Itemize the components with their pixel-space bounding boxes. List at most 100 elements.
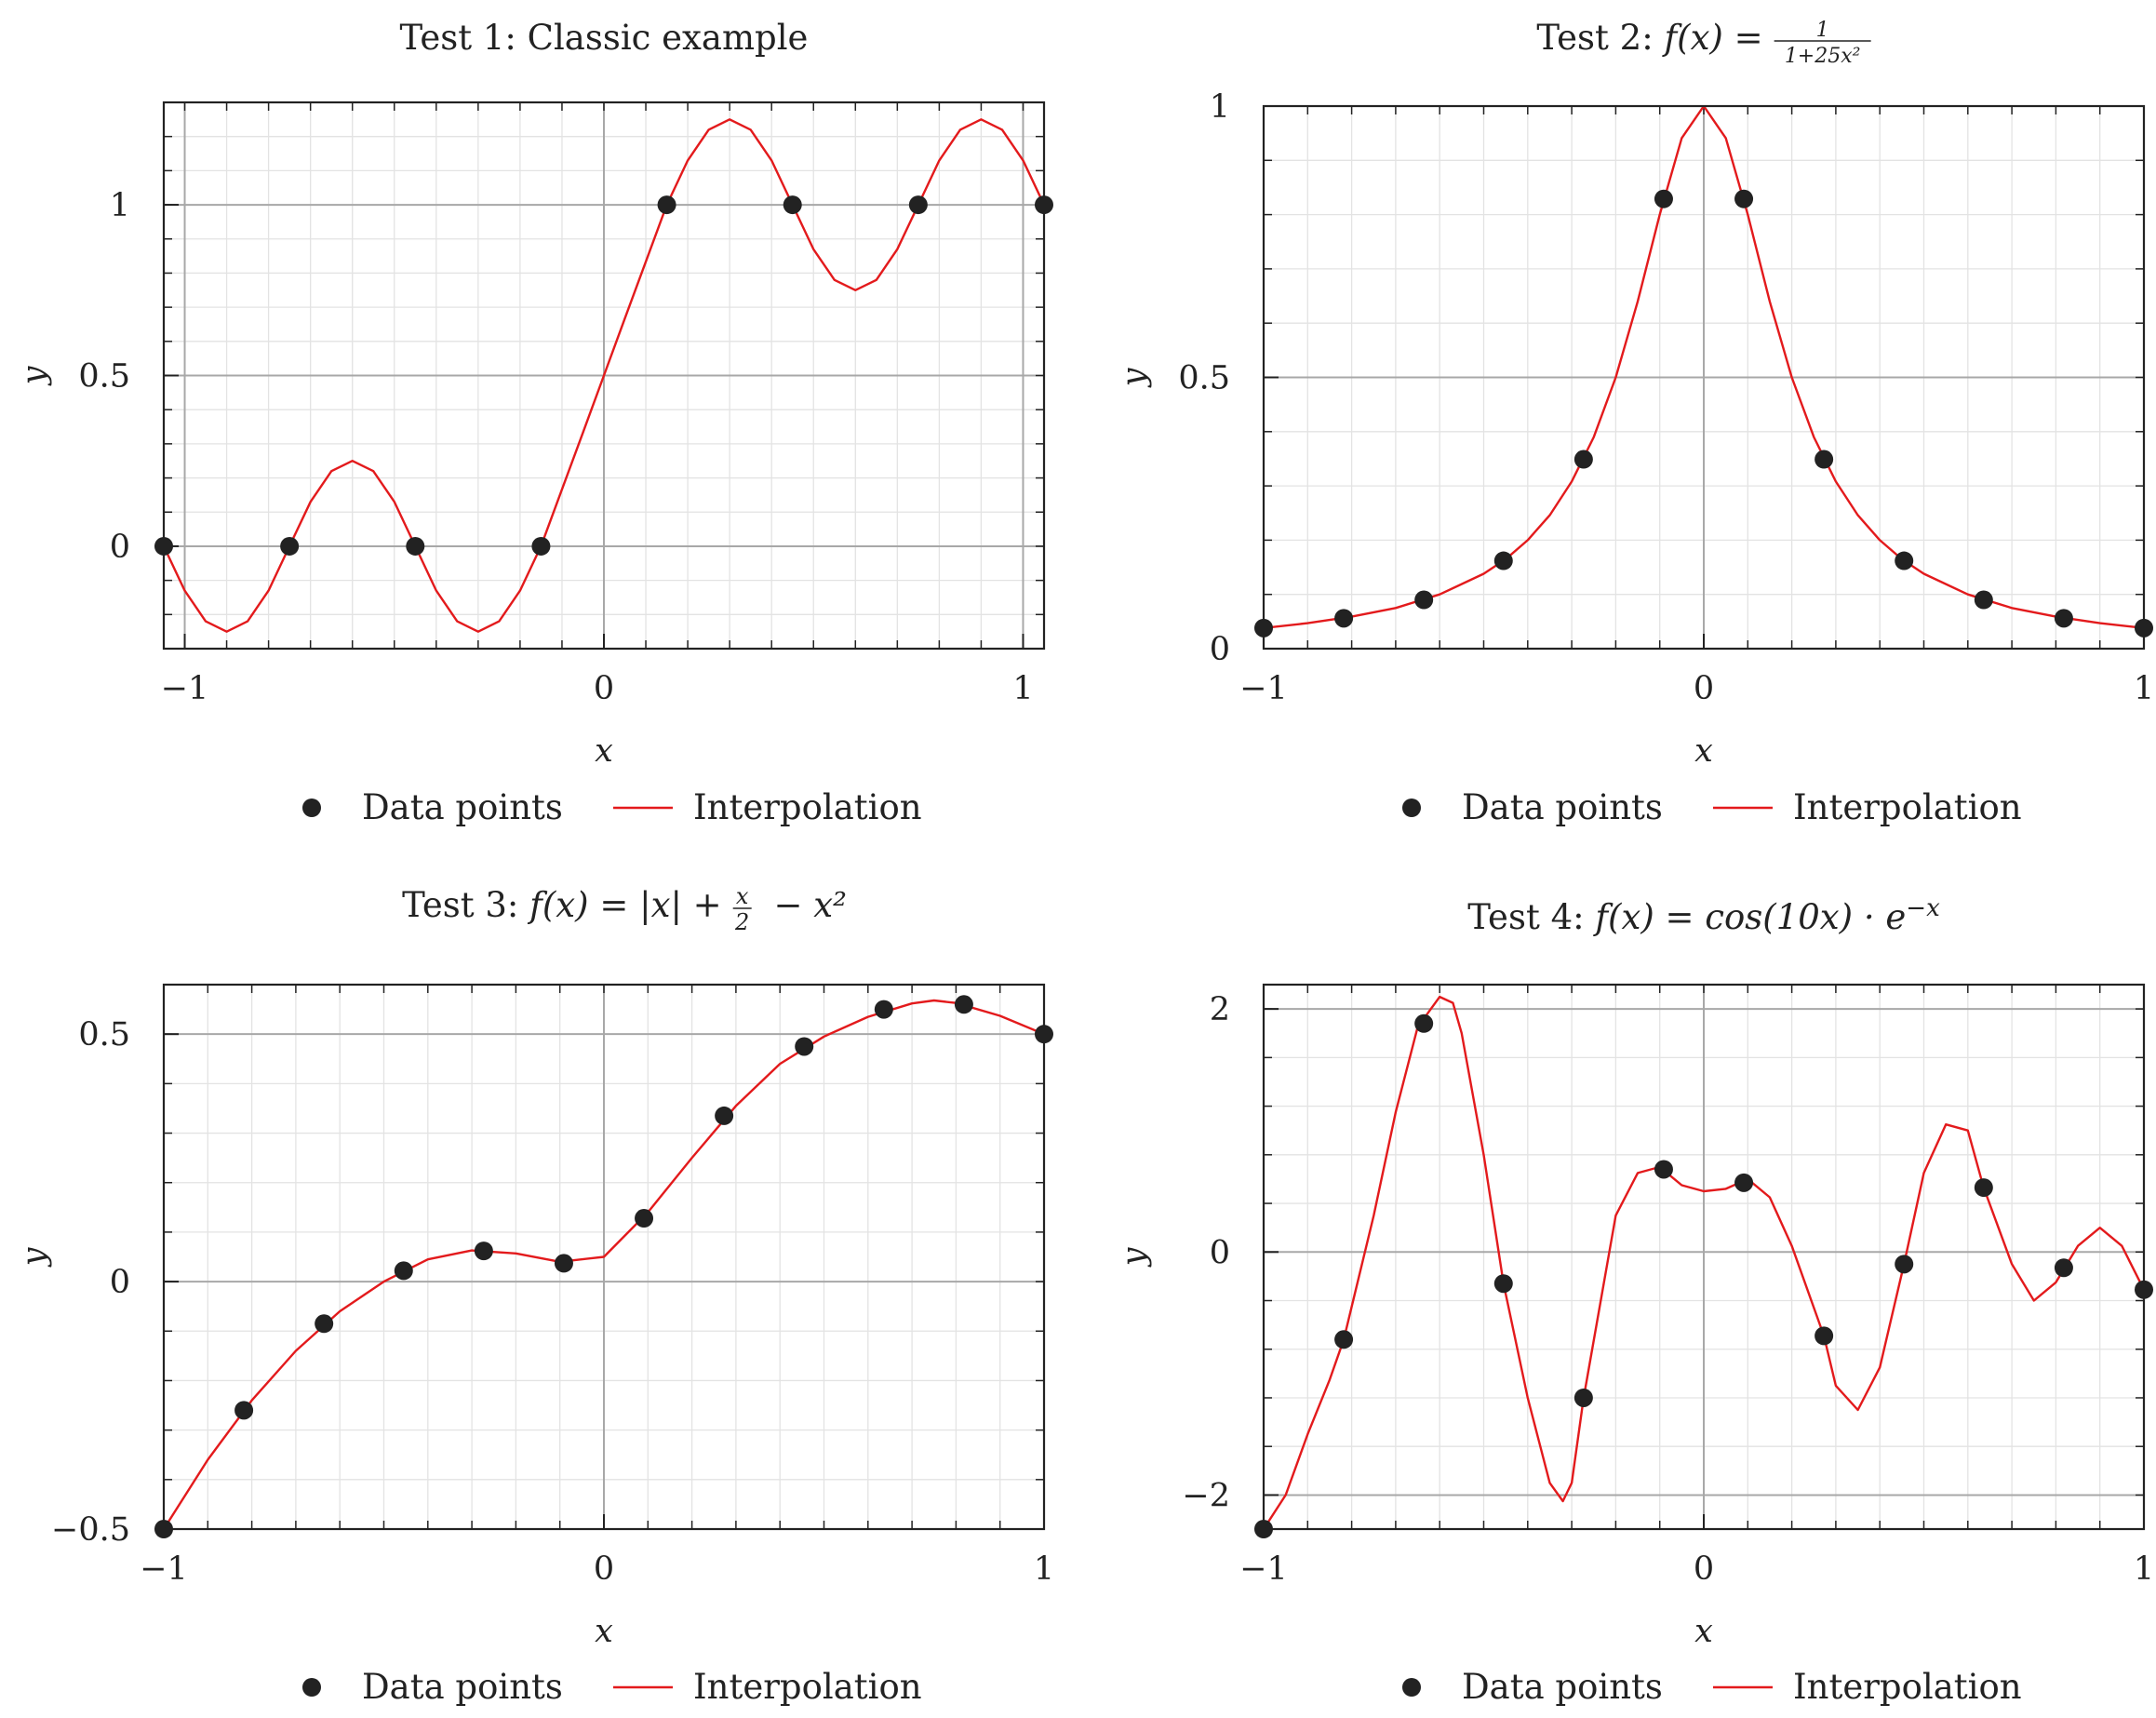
- data-point: [954, 995, 973, 1014]
- legend-label-points: Data points: [1462, 1667, 1663, 1707]
- y-axis-label: y: [16, 1246, 53, 1268]
- title-fraction-numerator: 1: [1816, 19, 1829, 42]
- data-point: [874, 1000, 893, 1019]
- data-point: [1734, 1173, 1754, 1192]
- x-axis-label: x: [595, 1613, 613, 1650]
- x-tick-label: 1: [1034, 1550, 1054, 1588]
- data-point: [657, 195, 676, 215]
- data-point: [1974, 1178, 1993, 1198]
- data-point: [1573, 1388, 1593, 1407]
- x-tick-label: 0: [594, 1550, 614, 1588]
- title-fraction-numerator: x: [736, 883, 749, 909]
- data-point: [554, 1254, 573, 1273]
- y-axis-label: y: [1116, 1246, 1153, 1268]
- interpolation-line: [1264, 106, 2144, 629]
- x-axis-label: x: [1694, 1613, 1713, 1650]
- y-tick-label: −2: [1182, 1477, 1230, 1514]
- chart-panel-1: −1 0 1 0 0.5 1 x y Test 1: Classic example Data p…: [16, 18, 1053, 827]
- interpolation-line: [164, 999, 1044, 1529]
- data-point: [1734, 189, 1754, 208]
- data-point: [635, 1209, 654, 1228]
- x-tick-label: 0: [594, 670, 614, 707]
- chart-panel-4: −1 0 1 −2 0 2 x y Test 4: f(x) = cos(10x) · e−x D…: [1116, 894, 2154, 1707]
- chart-title-prefix: Test 4:: [1467, 897, 1595, 937]
- legend-label-points: Data points: [362, 787, 563, 827]
- chart-title: Test 4: f(x) = cos(10x) · e−x: [1467, 894, 1940, 937]
- data-point: [1493, 551, 1513, 570]
- data-point: [1654, 189, 1673, 208]
- chart-title: Test 2: f(x) = 1 1+25x²: [1536, 18, 1871, 68]
- legend-label-points: Data points: [362, 1667, 563, 1707]
- data-point: [315, 1314, 334, 1334]
- x-axis-label: x: [595, 732, 613, 770]
- x-tick-label: −1: [140, 1550, 188, 1588]
- chart-title-superscript: −x: [1906, 894, 1940, 922]
- legend-marker-points: [1402, 799, 1421, 817]
- data-point: [474, 1242, 493, 1261]
- x-axis-label: x: [1694, 732, 1713, 770]
- chart-title-math: f(x) = cos(10x) · e: [1592, 897, 1906, 937]
- title-fraction-denominator: 1+25x²: [1785, 45, 1861, 68]
- legend: Data points Interpolation: [302, 1667, 922, 1707]
- data-point: [280, 536, 300, 556]
- x-tick-label: −1: [1239, 670, 1288, 707]
- interpolation-line: [164, 118, 1044, 633]
- data-point: [1654, 1160, 1673, 1179]
- data-point: [406, 536, 425, 556]
- data-point: [2054, 1258, 2073, 1278]
- data-point: [1334, 1330, 1354, 1349]
- data-point: [1974, 590, 1993, 610]
- plot-frame: [162, 101, 1046, 651]
- y-axis-label: y: [16, 365, 53, 386]
- legend: Data points Interpolation: [1402, 787, 2022, 827]
- data-point: [1493, 1274, 1513, 1294]
- y-tick-label: 0.5: [1178, 360, 1230, 397]
- data-point: [1414, 590, 1434, 610]
- y-tick-label: 1: [1210, 88, 1230, 126]
- y-tick-label: 1: [110, 187, 130, 224]
- data-point: [908, 195, 928, 215]
- y-tick-label: 0.5: [78, 1016, 130, 1054]
- chart-title-text: Test 3: f(x) = |x| + − x²: [402, 885, 847, 925]
- legend-label-line: Interpolation: [693, 787, 922, 827]
- chart-title-text: Test 4: f(x) = cos(10x) · e−x: [1467, 894, 1940, 937]
- data-point: [1573, 450, 1593, 469]
- title-fraction-denominator: 2: [734, 909, 749, 935]
- y-tick-label: 2: [1210, 991, 1230, 1028]
- data-point: [1414, 1013, 1434, 1033]
- chart-title-prefix: Test 2:: [1536, 18, 1664, 58]
- legend-marker-points: [302, 1678, 321, 1697]
- chart-title-math: f(x) = |x| +: [527, 885, 722, 925]
- y-tick-label: 0: [1210, 1234, 1230, 1271]
- x-tick-label: −1: [1239, 1550, 1288, 1588]
- legend-label-line: Interpolation: [693, 1667, 922, 1707]
- y-tick-label: 0: [110, 529, 130, 566]
- y-axis-label: y: [1116, 367, 1153, 388]
- plot-frame: [162, 983, 1046, 1531]
- chart-title-rhs: − x²: [763, 885, 847, 925]
- data-point: [1815, 450, 1834, 469]
- y-tick-label: 0: [110, 1264, 130, 1301]
- legend-label-points: Data points: [1462, 787, 1663, 827]
- x-tick-label: 0: [1694, 670, 1714, 707]
- chart-title-text: Test 1: Classic example: [400, 18, 809, 58]
- y-tick-label: 0.5: [78, 358, 130, 396]
- data-point: [394, 1261, 413, 1281]
- y-tick-label: 0: [1210, 631, 1230, 668]
- plot-frame: [1262, 104, 2146, 651]
- chart-title: Test 1: Classic example: [400, 18, 809, 58]
- legend-label-line: Interpolation: [1793, 1667, 2022, 1707]
- x-tick-label: 1: [2134, 1550, 2154, 1588]
- plot-frame: [1262, 983, 2146, 1531]
- legend: Data points Interpolation: [1402, 1667, 2022, 1707]
- chart-title-math: f(x) =: [1661, 18, 1762, 58]
- legend-marker-points: [302, 799, 321, 817]
- data-point: [1895, 551, 1914, 570]
- chart-title-prefix: Test 3:: [402, 885, 529, 925]
- x-tick-label: −1: [161, 670, 209, 707]
- legend-label-line: Interpolation: [1793, 787, 2022, 827]
